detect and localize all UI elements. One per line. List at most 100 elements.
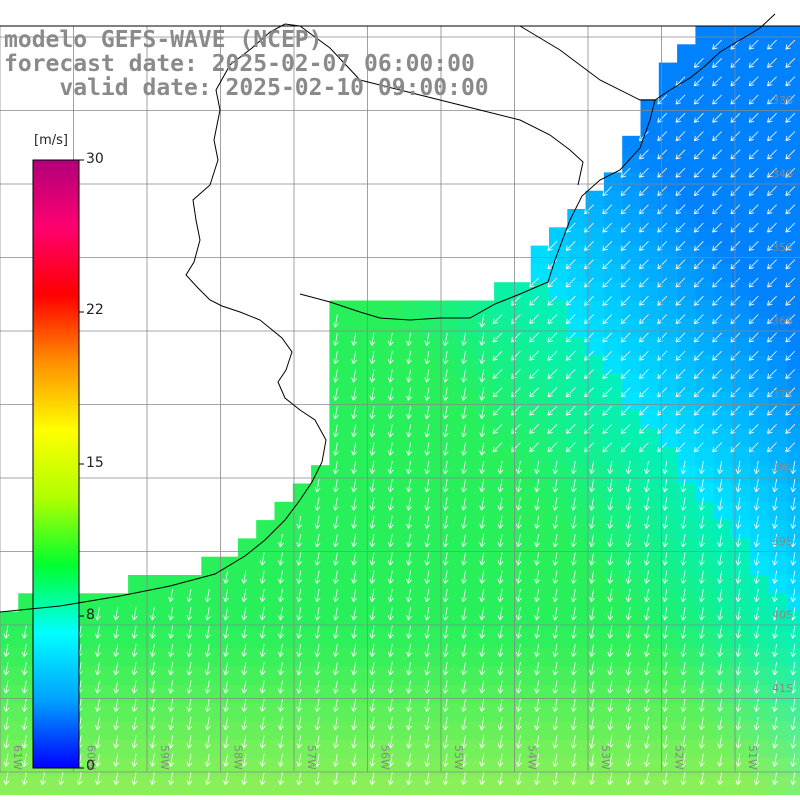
- field-cell: [695, 739, 715, 759]
- field-cell: [420, 373, 440, 393]
- wind-arrow: [241, 680, 248, 694]
- wind-arrow: [479, 351, 486, 365]
- field-cell: [786, 135, 800, 155]
- wind-arrow: [204, 735, 211, 749]
- wind-arrow: [387, 717, 394, 731]
- field-cell: [567, 318, 587, 338]
- field-cell: [786, 117, 800, 137]
- wind-arrow: [131, 771, 138, 786]
- field-cell: [768, 80, 788, 100]
- field-cell: [201, 575, 221, 594]
- field-cell: [237, 648, 257, 667]
- field-cell: [677, 593, 696, 613]
- wind-arrow: [424, 735, 431, 749]
- wind-arrow: [529, 350, 539, 361]
- wind-arrow: [479, 460, 486, 474]
- field-cell: [494, 465, 513, 484]
- field-cell: [567, 721, 587, 741]
- field-cell: [603, 410, 623, 430]
- wind-arrow: [680, 662, 687, 676]
- wind-arrow: [767, 259, 777, 270]
- field-cell: [237, 703, 257, 722]
- field-cell: [530, 373, 550, 393]
- wind-arrow: [278, 607, 284, 621]
- wind-arrow: [314, 717, 321, 731]
- field-cell: [347, 446, 367, 466]
- field-cell: [768, 611, 788, 631]
- field-cell: [512, 483, 532, 503]
- wind-arrow: [712, 277, 722, 288]
- wind-arrow: [639, 149, 649, 160]
- field-cell: [677, 483, 696, 503]
- wind-arrow: [565, 369, 576, 379]
- wind-arrow: [753, 479, 760, 493]
- wind-arrow: [772, 588, 778, 603]
- field-cell: [695, 611, 715, 631]
- wind-arrow: [767, 131, 777, 142]
- field-cell: [750, 300, 770, 320]
- field-cell: [713, 501, 733, 521]
- field-cell: [219, 721, 239, 741]
- field-cell: [366, 410, 385, 430]
- wind-arrow: [785, 259, 796, 270]
- wind-arrow: [767, 424, 777, 434]
- wind-arrow: [479, 680, 486, 694]
- field-cell: [567, 593, 587, 613]
- wind-arrow: [589, 552, 595, 566]
- wind-arrow: [589, 735, 595, 749]
- wind-arrow: [510, 424, 521, 434]
- field-cell: [512, 776, 532, 796]
- field-cell: [622, 684, 641, 704]
- wind-arrow: [712, 442, 722, 453]
- wind-arrow: [790, 625, 797, 639]
- field-cell: [658, 776, 678, 796]
- field-cell: [329, 355, 349, 375]
- field-cell: [622, 263, 641, 283]
- wind-arrow: [785, 387, 796, 398]
- wind-arrow: [296, 515, 303, 529]
- wind-arrow: [351, 460, 358, 474]
- wind-arrow: [351, 552, 358, 566]
- wind-arrow: [785, 186, 796, 196]
- field-cell: [164, 721, 184, 741]
- field-cell: [347, 318, 367, 338]
- wind-arrow: [767, 277, 777, 288]
- field-cell: [183, 684, 202, 704]
- field-cell: [695, 684, 715, 704]
- wind-arrow: [479, 479, 486, 493]
- wind-arrow: [351, 771, 358, 786]
- field-cell: [311, 776, 330, 796]
- field-cell: [201, 684, 221, 704]
- field-cell: [750, 245, 770, 265]
- wind-arrow: [698, 497, 705, 511]
- field-cell: [750, 410, 770, 430]
- field-cell: [640, 99, 660, 118]
- field-cell: [750, 135, 770, 155]
- wind-arrow: [442, 771, 449, 786]
- field-cell: [658, 190, 678, 210]
- field-cell: [732, 355, 751, 375]
- field-cell: [768, 556, 788, 576]
- wind-arrow: [620, 204, 631, 215]
- wind-arrow: [442, 753, 449, 767]
- wind-arrow: [332, 588, 339, 603]
- field-cell: [750, 26, 770, 45]
- field-cell: [549, 300, 568, 320]
- field-cell: [512, 318, 532, 338]
- wind-arrow: [735, 698, 742, 712]
- wind-arrow: [369, 442, 376, 456]
- field-cell: [567, 483, 587, 503]
- wind-arrow: [332, 332, 339, 346]
- wind-arrow: [552, 662, 559, 676]
- wind-arrow: [369, 332, 376, 346]
- wind-arrow: [424, 625, 431, 639]
- wind-arrow: [168, 625, 175, 639]
- field-cell: [457, 465, 477, 484]
- field-cell: [677, 99, 696, 118]
- field-cell: [420, 611, 440, 631]
- field-cell: [457, 684, 477, 704]
- field-cell: [457, 575, 477, 594]
- field-cell: [128, 758, 147, 777]
- field-cell: [713, 318, 733, 338]
- field-cell: [603, 428, 623, 448]
